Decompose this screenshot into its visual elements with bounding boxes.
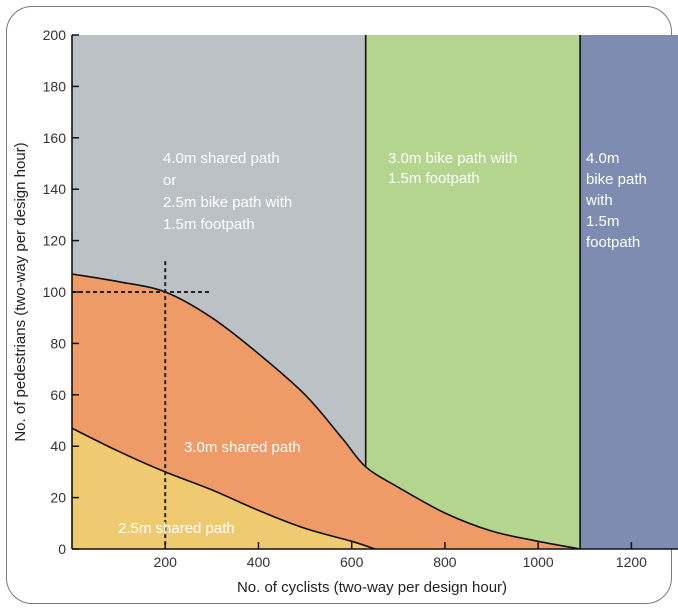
y-tick-label: 60	[50, 387, 66, 403]
x-tick-label: 400	[247, 554, 271, 570]
region-blue-bike-path-area	[580, 35, 678, 549]
region-label-line: 3.0m bike path with	[388, 150, 517, 167]
x-tick-label: 1000	[523, 554, 554, 570]
region-label-line: or	[163, 172, 176, 189]
region-label-green: 3.0m bike path with 1.5m footpath	[388, 150, 517, 187]
region-label-line: 2.5m bike path with	[163, 194, 292, 211]
x-tick-label: 600	[340, 554, 364, 570]
y-tick-label: 180	[43, 78, 67, 94]
region-label-line: 1.5m footpath	[163, 216, 255, 233]
region-label-orange: 3.0m shared path	[184, 439, 301, 456]
region-label-line: 4.0m shared path	[163, 150, 280, 167]
y-tick-label: 160	[43, 130, 67, 146]
region-label-line: with	[585, 192, 613, 209]
region-label-line: 3.0m shared path	[184, 439, 301, 456]
x-tick-label: 800	[433, 554, 457, 570]
y-tick-label: 140	[43, 181, 67, 197]
y-tick-label: 20	[50, 490, 66, 506]
region-label-line: bike path	[586, 171, 647, 188]
y-tick-label: 40	[50, 438, 66, 454]
region-label-line: 1.5m footpath	[388, 170, 480, 187]
region-label-blue: 4.0m bike path with 1.5m footpath	[585, 150, 647, 251]
region-label-line: 4.0m	[586, 150, 619, 167]
x-tick-label: 200	[154, 554, 178, 570]
region-label-line: 2.5m shared path	[118, 520, 235, 537]
region-label-grey: 4.0m shared path or 2.5m bike path with 1.5…	[163, 150, 292, 233]
region-orange-shared-path-area	[72, 274, 581, 549]
y-tick-label: 100	[43, 284, 67, 300]
y-axis-title: No. of pedestrians (two-way per design h…	[12, 142, 29, 441]
y-tick-label: 200	[43, 27, 67, 43]
region-label-line: 1.5m	[586, 213, 619, 230]
region-label-yellow: 2.5m shared path	[118, 520, 235, 537]
y-tick-label: 0	[58, 541, 66, 557]
y-tick-label: 80	[50, 335, 66, 351]
region-label-line: footpath	[586, 234, 640, 251]
x-tick-label: 1200	[616, 554, 647, 570]
x-axis-title: No. of cyclists (two-way per design hour…	[237, 579, 507, 596]
region-yellow-shared-path-area	[72, 428, 375, 549]
y-tick-label: 120	[43, 233, 67, 249]
lower-boundary-curve	[72, 427, 376, 549]
region-green-bike-path-area	[365, 35, 581, 549]
